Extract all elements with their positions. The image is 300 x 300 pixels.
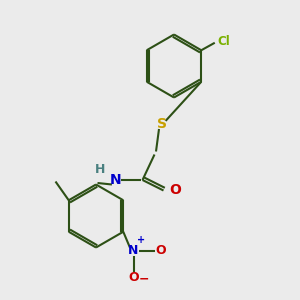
Text: N: N <box>110 173 121 187</box>
Text: O: O <box>155 244 166 257</box>
Text: +: + <box>137 235 145 245</box>
Text: H: H <box>95 163 106 176</box>
Text: N: N <box>128 244 139 257</box>
Text: Cl: Cl <box>218 35 230 48</box>
Text: O: O <box>128 271 139 284</box>
Text: −: − <box>139 272 149 286</box>
Text: S: S <box>157 118 167 131</box>
Text: O: O <box>169 184 181 197</box>
